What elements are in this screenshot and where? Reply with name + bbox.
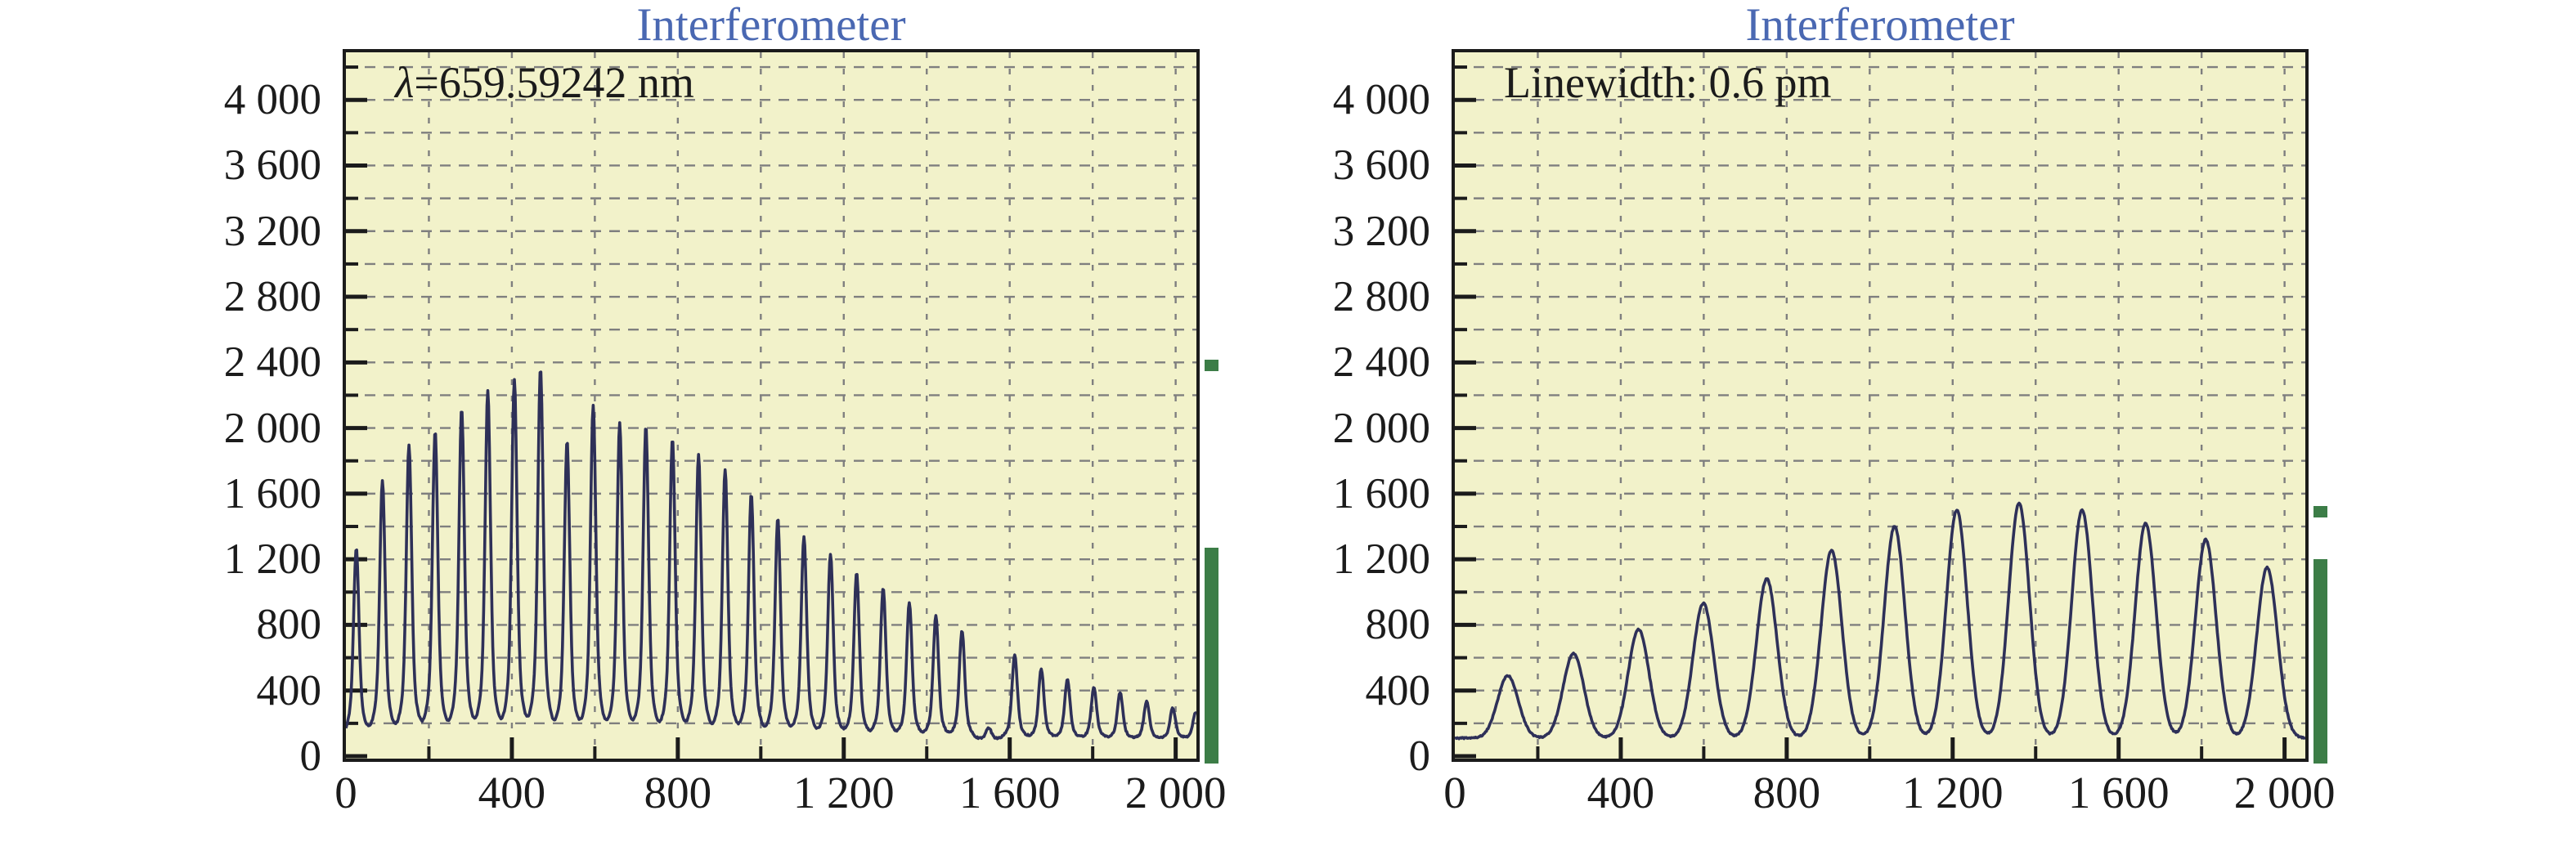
x-tick-label: 400 bbox=[478, 768, 546, 817]
y-tick-label: 800 bbox=[1365, 601, 1431, 649]
y-tick-label: 2 000 bbox=[1332, 404, 1430, 452]
signal-level-bar bbox=[1205, 548, 1218, 764]
y-tick-label: 3 600 bbox=[223, 141, 321, 190]
x-tick-label: 2 000 bbox=[2233, 768, 2336, 817]
peak-level-marker bbox=[2313, 505, 2327, 517]
y-tick-label: 3 200 bbox=[1332, 207, 1430, 255]
x-tick-label: 400 bbox=[1586, 768, 1655, 817]
chart-title: Interferometer bbox=[1745, 0, 2015, 51]
lambda-symbol: λ bbox=[395, 58, 415, 107]
y-tick-label: 0 bbox=[299, 732, 322, 780]
y-tick-label: 2 400 bbox=[223, 338, 321, 387]
y-tick-label: 2 000 bbox=[223, 404, 321, 452]
peak-level-marker bbox=[1205, 360, 1218, 372]
x-tick-label: 1 200 bbox=[792, 768, 895, 817]
y-tick-label: 1 600 bbox=[223, 469, 321, 517]
signal-trace bbox=[346, 370, 1196, 741]
y-tick-label: 3 600 bbox=[1332, 141, 1430, 190]
x-tick-label: 2 000 bbox=[1124, 768, 1227, 817]
y-tick-label: 2 800 bbox=[223, 273, 321, 321]
x-tick-label: 800 bbox=[1752, 768, 1821, 817]
y-tick-label: 3 200 bbox=[223, 207, 321, 255]
y-tick-label: 0 bbox=[1408, 732, 1431, 780]
y-tick-label: 1 600 bbox=[1332, 469, 1430, 517]
y-tick-label: 400 bbox=[1365, 666, 1431, 714]
x-tick-label: 0 bbox=[1443, 768, 1466, 817]
y-tick-label: 1 200 bbox=[223, 535, 321, 584]
x-tick-label: 1 600 bbox=[958, 768, 1061, 817]
y-tick-label: 800 bbox=[256, 601, 322, 649]
signal-level-bar bbox=[2313, 559, 2327, 764]
x-tick-label: 0 bbox=[334, 768, 357, 817]
y-tick-label: 2 800 bbox=[1332, 273, 1430, 321]
trace-plot-svg bbox=[346, 52, 1196, 759]
x-tick-label: 800 bbox=[644, 768, 712, 817]
y-tick-label: 2 400 bbox=[1332, 338, 1430, 387]
wavelength-annotation: λ=659.59242 nm bbox=[395, 57, 694, 108]
x-tick-label: 1 600 bbox=[2067, 768, 2170, 817]
y-tick-label: 400 bbox=[256, 666, 322, 714]
linewidth-annotation: Linewidth: 0.6 pm bbox=[1504, 57, 1831, 108]
y-tick-label: 4 000 bbox=[1332, 76, 1430, 124]
y-tick-label: 1 200 bbox=[1332, 535, 1430, 584]
linewidth-value: Linewidth: 0.6 pm bbox=[1504, 58, 1832, 107]
chart-title: Interferometer bbox=[636, 0, 906, 51]
plot-area: λ=659.59242 nm bbox=[343, 49, 1200, 762]
y-tick-label: 4 000 bbox=[223, 76, 321, 124]
signal-trace bbox=[1455, 501, 2305, 741]
wavelength-value: =659.59242 nm bbox=[414, 58, 694, 107]
plot-area: Linewidth: 0.6 pm bbox=[1452, 49, 2309, 762]
x-tick-label: 1 200 bbox=[1901, 768, 2004, 817]
trace-plot-svg bbox=[1455, 52, 2305, 759]
